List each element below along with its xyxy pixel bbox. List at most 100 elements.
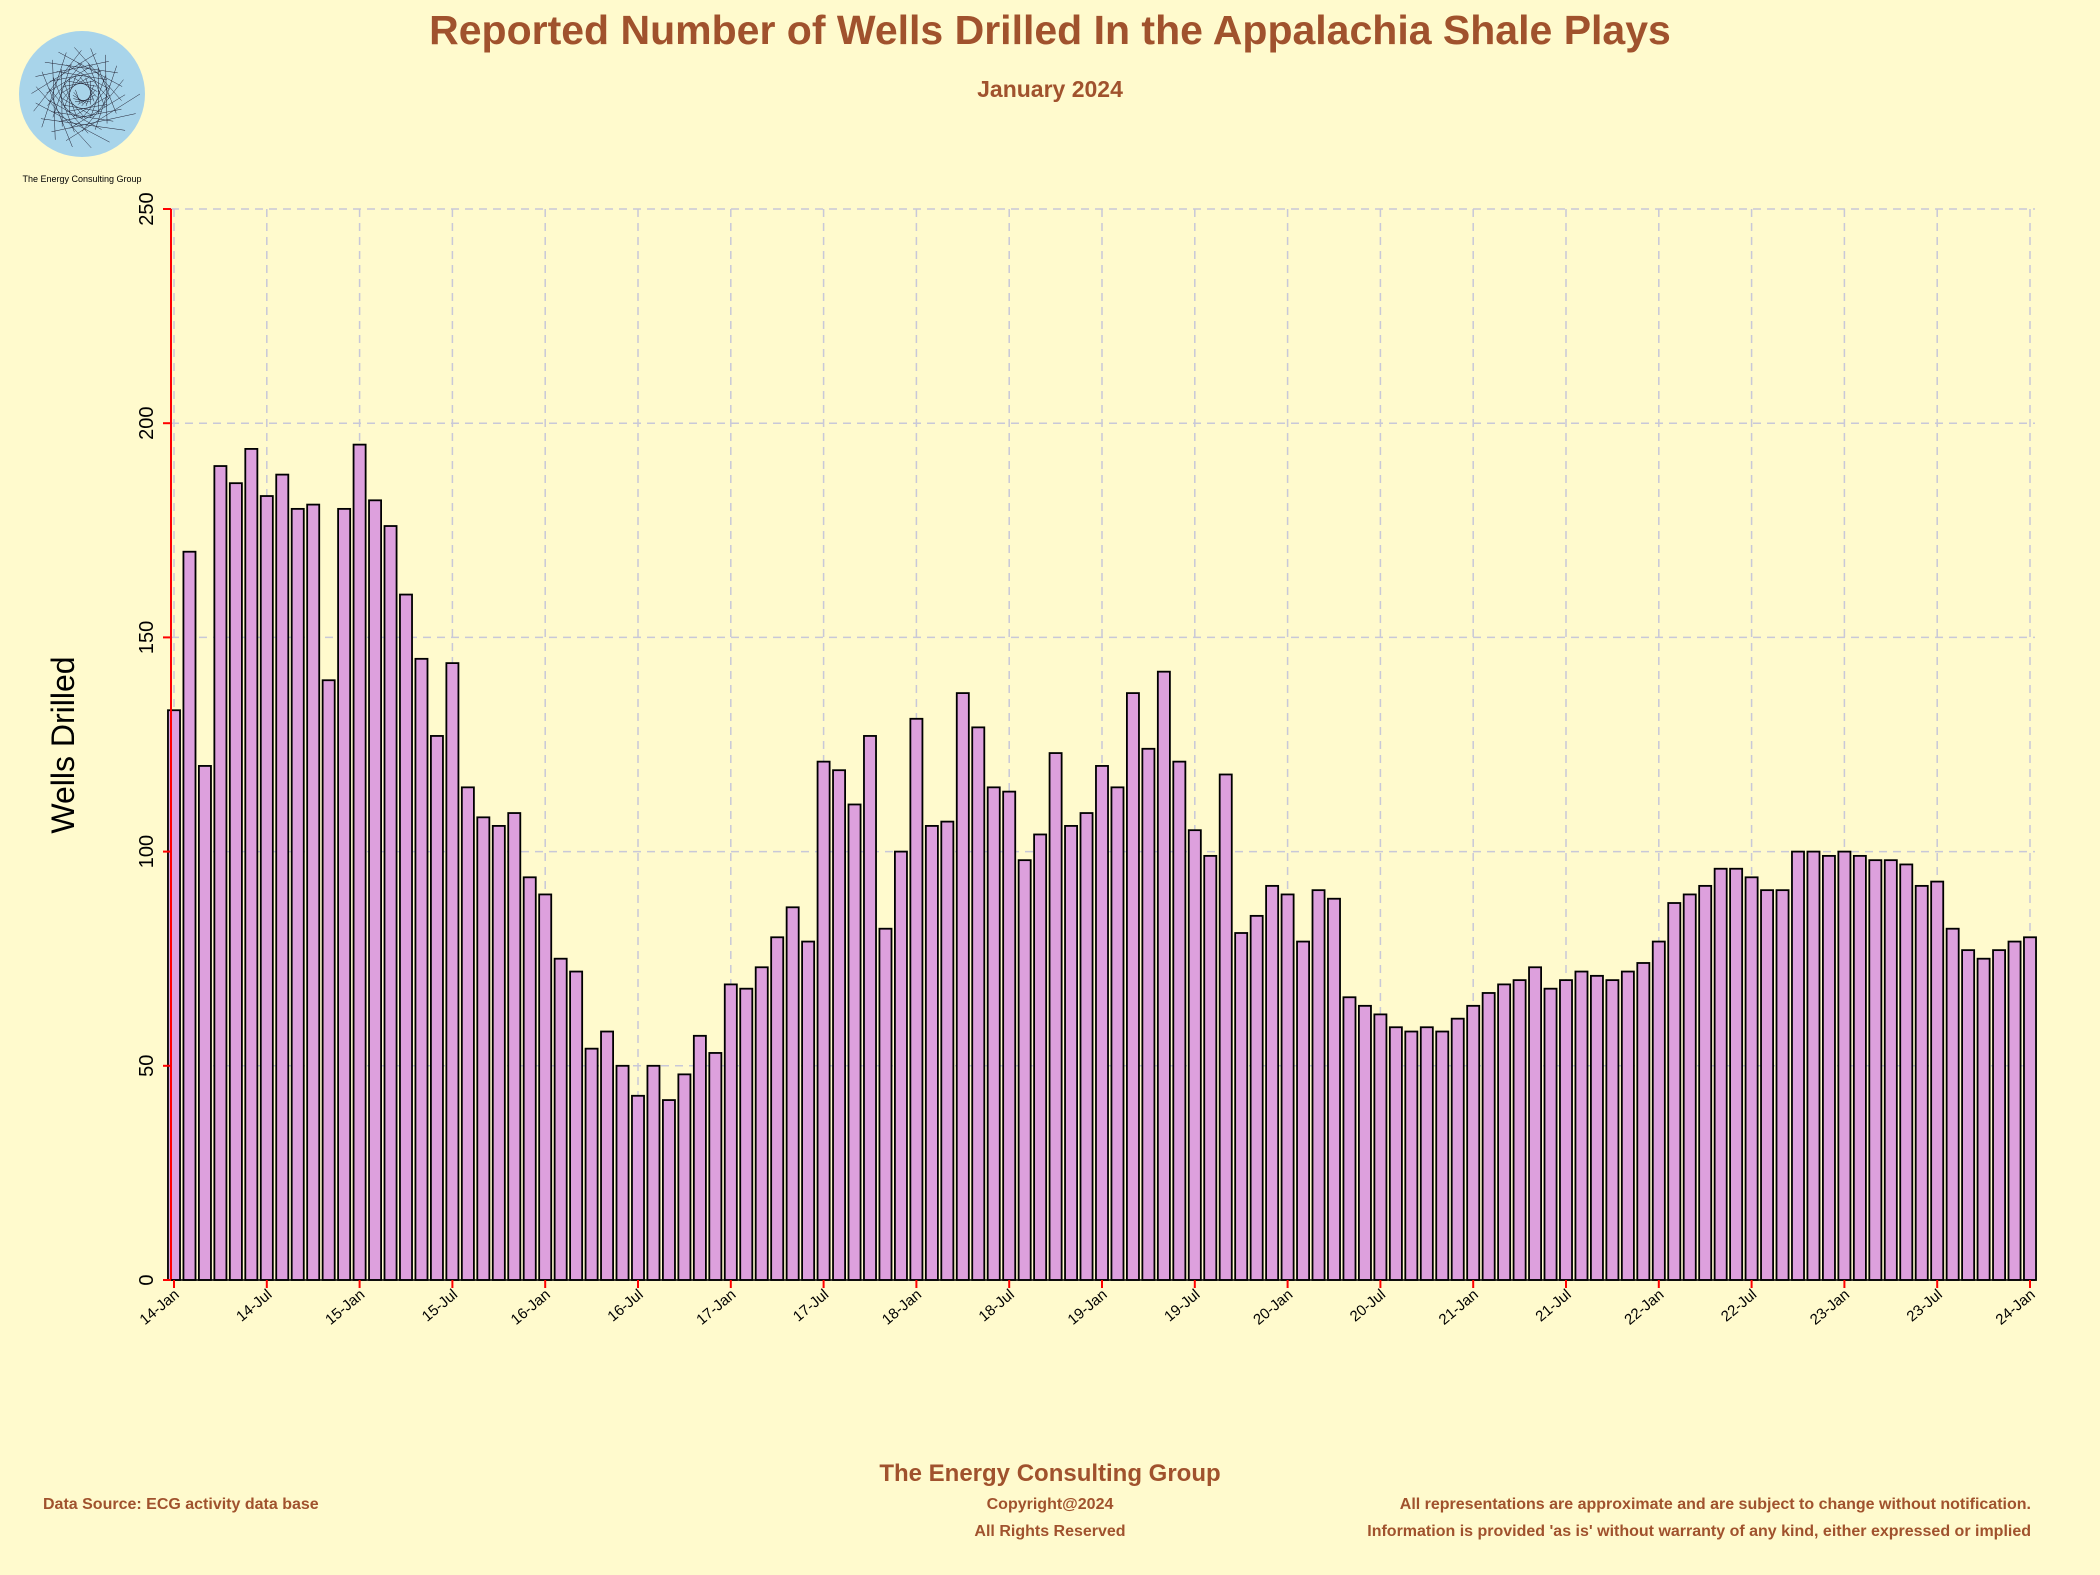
bar [1187, 829, 1202, 1281]
bar [615, 1064, 630, 1281]
bar [801, 940, 816, 1281]
bar [1883, 859, 1898, 1281]
logo-spiral-line [56, 71, 108, 80]
bar [414, 657, 429, 1281]
bar [708, 1052, 723, 1281]
bar [940, 820, 955, 1281]
y-axis-label: Wells Drilled [45, 656, 81, 833]
bar [445, 662, 460, 1281]
bar [553, 957, 568, 1281]
bar [182, 550, 197, 1281]
bar [167, 709, 181, 1281]
logo-spiral-line [75, 89, 81, 103]
bar [1945, 927, 1960, 1281]
bar [1481, 992, 1496, 1281]
bar [1605, 979, 1620, 1281]
bar [430, 735, 444, 1281]
bar [662, 1099, 676, 1281]
logo-spiral-line [73, 94, 111, 117]
bar [306, 503, 321, 1281]
bar [1388, 1026, 1403, 1281]
logo-spiral-line [61, 89, 86, 119]
bar [1698, 884, 1713, 1281]
logo-spiral-line [52, 59, 56, 140]
logo-spiral-line [65, 93, 141, 141]
bar [1172, 760, 1187, 1281]
logo-spiral-line [81, 84, 110, 119]
logo-spiral-line [88, 63, 106, 108]
bar [1636, 962, 1651, 1281]
bar [909, 717, 924, 1281]
bar [352, 443, 367, 1281]
bar [1930, 880, 1945, 1281]
footer-company: The Energy Consulting Group [879, 1460, 1220, 1487]
logo-spiral-line [41, 71, 73, 148]
bar [1899, 863, 1914, 1281]
logo-spiral-line [61, 77, 89, 94]
bar [1713, 867, 1728, 1281]
bar [1682, 893, 1697, 1281]
logo-spiral-line [35, 86, 92, 149]
bar [1002, 790, 1017, 1281]
bar [1868, 859, 1883, 1281]
footer-source: Data Source: ECG activity data base [43, 1496, 319, 1513]
bar [1590, 974, 1604, 1281]
bar [677, 1073, 692, 1281]
bar [244, 448, 259, 1281]
logo-spiral-line [90, 75, 106, 119]
bar [1791, 850, 1805, 1281]
footer-disclaimer-1: All representations are approximate and … [1400, 1496, 2031, 1513]
logo-spiral-line [66, 64, 110, 90]
bar [754, 966, 769, 1281]
bar [1744, 876, 1759, 1281]
logo-spiral-line [40, 118, 126, 131]
bar [1218, 773, 1233, 1281]
y-tick-label: 250 [136, 192, 158, 225]
footer-copyright: Copyright@2024 [987, 1496, 1114, 1513]
bar [1543, 987, 1558, 1281]
bar [1559, 979, 1573, 1281]
bar [646, 1064, 661, 1281]
bar [1126, 692, 1140, 1281]
bar [584, 1047, 599, 1281]
chart-subtitle: January 2024 [977, 76, 1123, 102]
logo-spiral-line [85, 77, 95, 102]
bar [2023, 936, 2037, 1281]
logo-circle [19, 31, 145, 157]
bar [383, 525, 398, 1281]
bar [290, 507, 305, 1281]
bar [894, 850, 908, 1281]
logo-spiral-line [81, 89, 96, 107]
bar [368, 499, 382, 1281]
logo-spiral-line [53, 77, 75, 133]
logo-spiral-line [61, 75, 83, 101]
bar [785, 906, 800, 1281]
logo-spiral-line [74, 98, 94, 103]
bar [1327, 897, 1341, 1281]
bar [399, 593, 413, 1281]
y-tick-label: 200 [136, 407, 158, 440]
bar [770, 936, 785, 1281]
bar [1156, 670, 1171, 1281]
bar [1976, 957, 1991, 1281]
bar [1914, 884, 1929, 1281]
bar [1775, 889, 1790, 1281]
bar [1961, 949, 1976, 1281]
bar [816, 760, 831, 1281]
bar [1234, 932, 1249, 1281]
bar [955, 692, 970, 1281]
logo-spiral-line [67, 80, 97, 87]
bar [321, 679, 336, 1281]
bar [739, 987, 754, 1281]
bar [198, 765, 212, 1281]
bar [228, 482, 243, 1281]
bar [1435, 1030, 1450, 1281]
bar [1760, 889, 1774, 1281]
bar [1651, 940, 1666, 1281]
bar [1265, 884, 1280, 1281]
bar [723, 983, 738, 1281]
logo-spiral-line [60, 69, 63, 127]
logo: The Energy Consulting Group [19, 31, 145, 184]
logo-spiral-line [64, 75, 77, 108]
bar [1017, 859, 1032, 1281]
